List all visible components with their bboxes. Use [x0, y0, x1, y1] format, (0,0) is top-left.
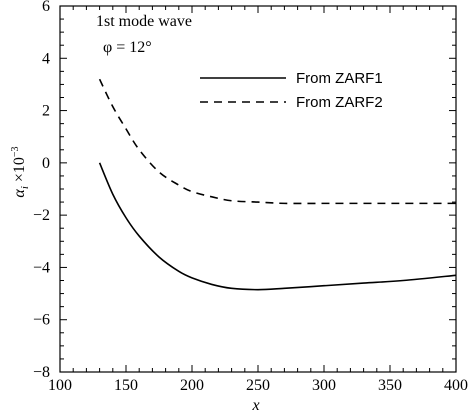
series-line-zarf2: [98, 78, 456, 205]
y-tick-label: −6: [33, 312, 50, 329]
annotation-mode: 1st mode wave: [96, 13, 192, 30]
x-tick-label: 100: [48, 377, 72, 394]
y-axis-label: αi ×10−3: [10, 146, 31, 197]
x-tick-label: 350: [378, 377, 402, 394]
y-tick-label: −8: [33, 364, 50, 381]
legend-label-zarf1: From ZARF1: [296, 70, 383, 87]
plot-frame: [59, 5, 457, 373]
series-line-zarf1: [98, 162, 457, 291]
y-tick-label: 2: [42, 103, 50, 120]
x-tick-label: 200: [180, 377, 204, 394]
y-tick-label: −4: [33, 259, 50, 276]
x-tick-label: 400: [444, 377, 468, 394]
legend: From ZARF1 From ZARF2: [200, 70, 383, 111]
y-tick-label: 0: [42, 155, 50, 172]
legend-label-zarf2: From ZARF2: [296, 94, 383, 111]
series-layer: [98, 78, 457, 291]
x-axis-ticks: 100 150 200 250 300 350 400: [48, 6, 468, 394]
y-tick-label: 4: [42, 50, 50, 67]
x-axis-label: x: [251, 397, 259, 414]
annotation-angle: φ = 12°: [103, 39, 152, 56]
x-tick-label: 250: [246, 377, 270, 394]
plot-border: [59, 5, 457, 373]
y-tick-label: −2: [33, 207, 50, 224]
x-tick-label: 300: [312, 377, 336, 394]
x-tick-label: 150: [114, 377, 138, 394]
y-axis-ticks: 6 4 2 0 −2 −4 −6 −8: [33, 0, 456, 381]
y-tick-label: 6: [42, 0, 50, 15]
